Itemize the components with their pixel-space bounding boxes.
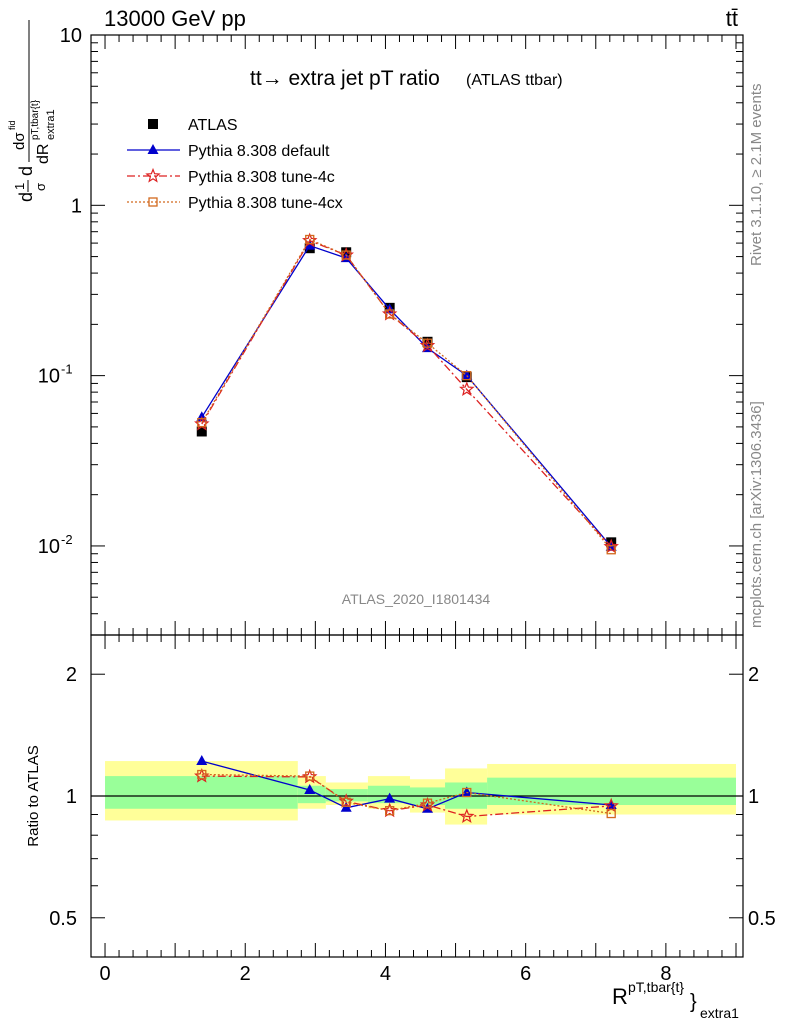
svg-text:extra1: extra1 [700,1005,739,1021]
legend-item-atlas: ATLAS [148,117,238,134]
ratio-y-axis-label: Ratio to ATLAS [25,745,42,846]
svg-text:pT,tbar{t}: pT,tbar{t} [30,99,41,140]
plot-title-main: tt→ extra jet pT ratio [250,67,440,90]
legend-item-pythia-8-308-tune-4cx: Pythia 8.308 tune-4cx [127,195,343,212]
ratio-point-pythia-8-308-default [461,786,473,797]
x-tick-label: 8 [660,963,671,985]
ratio-point-pythia-8-308-default [196,755,208,766]
main-y-tick-exponent: -1 [61,362,73,377]
main-point-pythia-8-308-tune-4c [603,538,619,554]
svg-text:R: R [612,984,628,1009]
ratio-y-tick-label-right: 2 [748,664,759,686]
x-tick-label: 4 [380,963,391,985]
ratio-point-pythia-8-308-tune-4cx [422,798,433,808]
main-y-tick-label: 10 [60,25,82,47]
mcplots-label: mcplots.cern.ch [arXiv:1306.3436] [748,401,765,628]
energy-label: 13000 GeV pp [104,6,246,31]
ratio-point-pythia-8-308-tune-4cx [305,771,315,781]
main-line-pythia-8-308-default [201,244,612,548]
x-tick-label: 0 [99,963,110,985]
ratio-point-pythia-8-308-tune-4cx [197,769,207,780]
ratio-series-group [194,755,619,824]
main-y-axis-label: d 1 σ d dσ fid dR pT,tbar{t} extra1 [7,20,57,202]
legend-marker [148,197,158,207]
main-point-pythia-8-308-tune-4c [419,337,436,353]
svg-text:pT,tbar{t}: pT,tbar{t} [628,979,684,995]
plot-title: tt→ extra jet pT ratio (ATLAS ttbar) [250,67,563,90]
svg-text:fid: fid [7,120,17,130]
ratio-y-tick-label: 0.5 [49,908,77,930]
main-y-tick-label: 10 [38,536,60,558]
legend-label: Pythia 8.308 tune-4c [188,169,335,186]
legend-label: Pythia 8.308 default [188,143,330,160]
ratio-y-tick-label: 2 [66,664,77,686]
main-point-pythia-8-308-default [461,369,473,380]
ratio-band-inner [297,785,326,804]
process-label: tt̄ [726,6,738,31]
legend: ATLAS Pythia 8.308 default Pythia 8.308 tu… [127,117,343,212]
svg-text:extra1: extra1 [45,109,57,140]
main-point-pythia-8-308-tune-4c [459,381,475,397]
analysis-watermark: ATLAS_2020_I1801434 [342,591,491,607]
legend-item-pythia-8-308-default: Pythia 8.308 default [127,143,330,160]
ratio-point-pythia-8-308-tune-4cx [606,808,616,819]
svg-text:d: d [16,166,36,176]
svg-text:}: } [690,991,697,1013]
rivet-label: Rivet 3.1.10, ≥ 2.1M events [748,84,765,267]
legend-marker [148,119,158,129]
ratio-y-tick-label: 1 [66,786,77,808]
plot-title-suffix: (ATLAS ttbar) [466,72,563,89]
main-point-atlas [422,336,433,347]
ratio-line-pythia-8-308-tune-4cx [201,773,612,815]
ratio-y-tick-label-right: 1 [748,786,759,808]
main-y-tick-label: 1 [71,195,82,217]
main-line-pythia-8-308-tune-4c [201,239,612,548]
ratio-point-pythia-8-308-tune-4cx [462,787,472,798]
ratio-point-pythia-8-308-tune-4cx [341,797,351,807]
ratio-point-pythia-8-308-tune-4c [459,808,475,824]
legend-marker [147,144,159,154]
x-tick-label: 6 [520,963,531,985]
ratio-point-pythia-8-308-tune-4c [338,793,354,808]
main-series-group [194,232,619,555]
x-tick-label: 2 [240,963,251,985]
main-y-tick-label: 10 [38,366,60,388]
main-point-pythia-8-308-tune-4c [338,246,354,262]
main-point-pythia-8-308-tune-4cx [385,309,395,319]
ratio-point-pythia-8-308-default [304,783,316,794]
main-y-tick-exponent: -2 [61,532,73,547]
ratio-band-inner [105,776,298,809]
legend-marker [145,167,161,183]
ratio-point-pythia-8-308-default [384,792,396,803]
ratio-point-pythia-8-308-tune-4cx [385,806,395,816]
svg-text:1: 1 [12,183,27,190]
main-point-pythia-8-308-tune-4cx [197,417,207,428]
main-line-pythia-8-308-tune-4cx [201,238,612,551]
main-point-pythia-8-308-tune-4cx [606,545,616,555]
legend-label: Pythia 8.308 tune-4cx [188,195,343,212]
main-point-pythia-8-308-tune-4cx [462,370,472,381]
svg-text:dR: dR [35,144,52,164]
main-point-pythia-8-308-default [304,239,316,250]
main-point-pythia-8-308-tune-4cx [305,234,315,245]
legend-label: ATLAS [188,117,238,134]
x-axis-label: R pT,tbar{t} } extra1 [612,979,739,1021]
svg-text:σ: σ [33,183,48,191]
ratio-y-tick-label-right: 0.5 [748,908,776,930]
main-point-atlas [196,426,207,437]
svg-text:dσ: dσ [11,132,28,150]
ratio-point-pythia-8-308-tune-4c [603,797,619,813]
svg-text:d: d [16,192,36,202]
main-point-pythia-8-308-tune-4cx [422,338,433,348]
legend-item-pythia-8-308-tune-4c: Pythia 8.308 tune-4c [127,167,335,186]
main-point-pythia-8-308-tune-4cx [341,250,351,260]
